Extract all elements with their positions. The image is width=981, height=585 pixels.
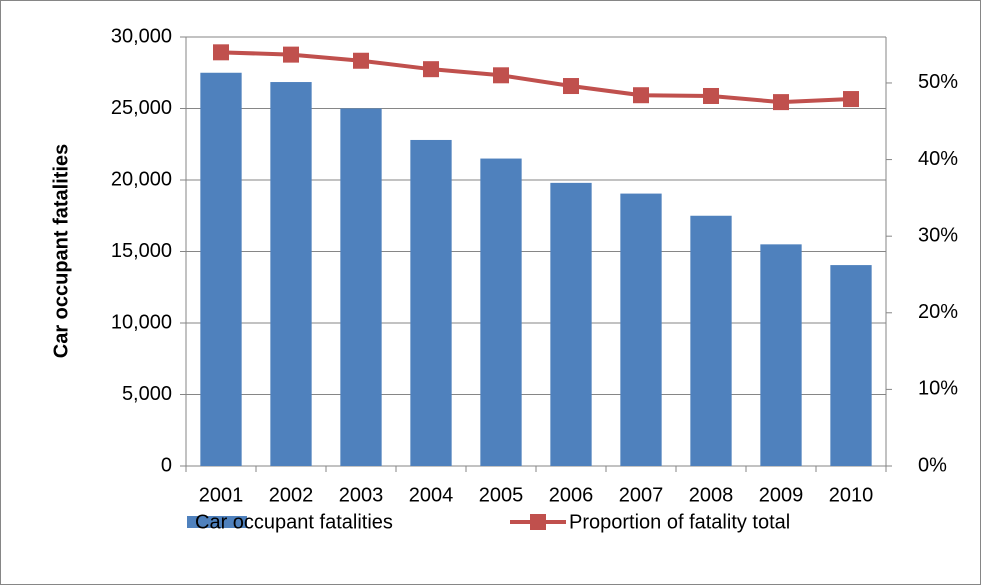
x-tick-label: 2004 <box>409 484 454 506</box>
y-tick-label: 25,000 <box>111 97 172 119</box>
bar <box>480 158 522 467</box>
line-marker <box>843 91 859 108</box>
bar <box>760 244 802 466</box>
x-tick-label: 2001 <box>199 484 244 506</box>
legend-label: Car occupant fatalities <box>195 511 393 533</box>
bar <box>690 215 732 466</box>
y2-tick-label: 40% <box>918 148 958 170</box>
y-tick-label: 10,000 <box>111 311 172 333</box>
bar <box>200 72 242 466</box>
y2-tick-label: 20% <box>918 301 958 323</box>
x-tick-label: 2003 <box>339 484 384 506</box>
line <box>220 50 852 105</box>
y2-tick-label: 50% <box>918 71 958 93</box>
y-tick-label: 5,000 <box>122 383 172 405</box>
line-marker <box>773 94 789 111</box>
y2-tick-label: 10% <box>918 378 958 400</box>
legend-label: Proportion of fatality total <box>569 511 790 533</box>
line-marker <box>353 52 369 69</box>
y2-tick-label: 0% <box>918 454 947 476</box>
y-tick-label: 30,000 <box>111 25 172 47</box>
bar <box>550 182 592 467</box>
y2-tick-label: 30% <box>918 224 958 246</box>
line-marker <box>633 87 649 104</box>
bar <box>340 108 382 466</box>
x-tick-label: 2007 <box>619 484 664 506</box>
y-tick-label: 0 <box>161 454 172 476</box>
legend-swatch <box>187 516 247 528</box>
line-marker <box>563 78 579 95</box>
y-tick-label: 20,000 <box>111 168 172 190</box>
bar <box>620 193 662 466</box>
x-tick-label: 2002 <box>269 484 314 506</box>
line-marker <box>493 67 509 84</box>
x-tick-label: 2005 <box>479 484 524 506</box>
x-tick-label: 2006 <box>549 484 594 506</box>
line-marker <box>703 87 719 104</box>
line-marker <box>283 46 299 63</box>
line-marker <box>213 44 229 61</box>
y-tick-label: 15,000 <box>111 240 172 262</box>
bar <box>270 82 312 467</box>
bar <box>830 265 872 466</box>
x-tick-label: 2009 <box>759 484 804 506</box>
bar <box>410 139 452 466</box>
x-tick-label: 2010 <box>829 484 874 506</box>
legend-marker <box>530 514 546 530</box>
line-marker <box>423 61 439 78</box>
x-tick-label: 2008 <box>689 484 734 506</box>
y-axis-label: Car occupant fatalities <box>50 144 72 359</box>
